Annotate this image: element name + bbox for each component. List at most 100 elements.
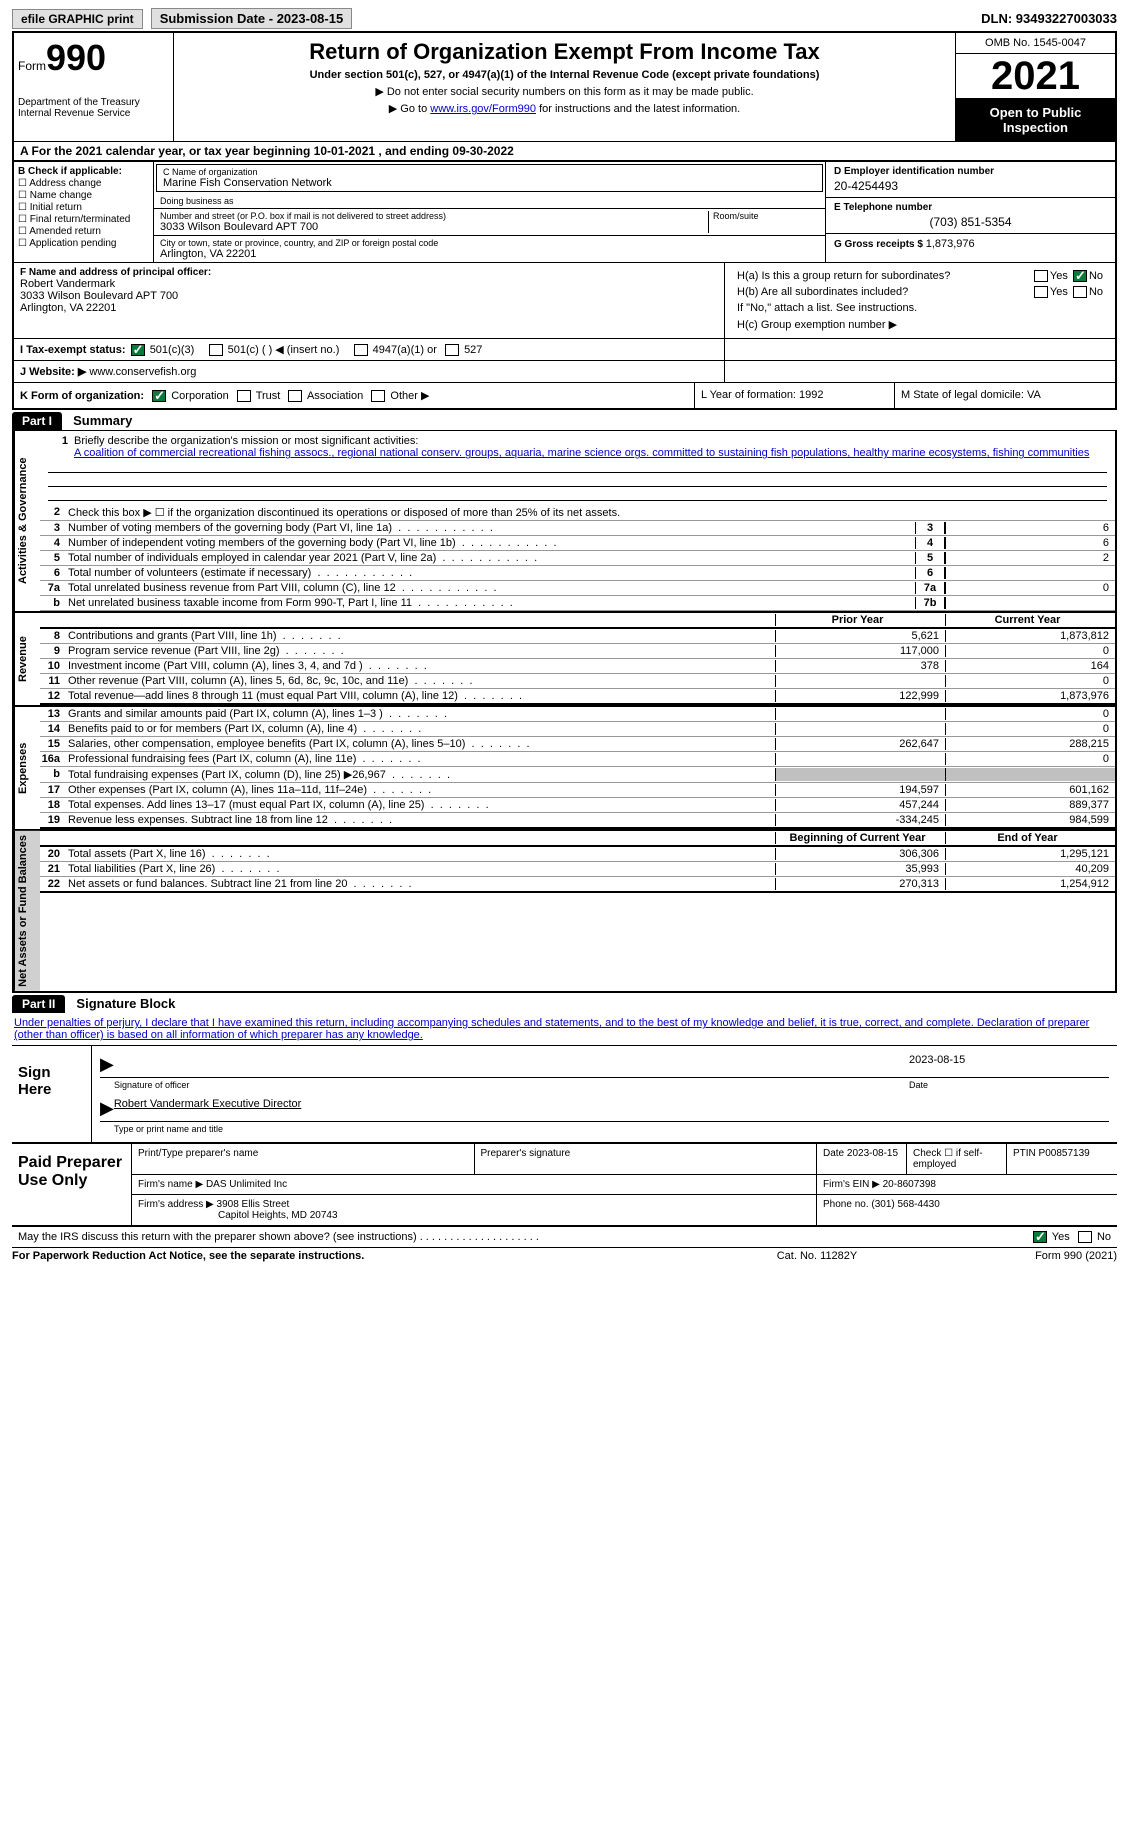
part2-title: Signature Block <box>76 996 175 1011</box>
h-b-label: H(b) Are all subordinates included? <box>733 285 1007 299</box>
open-inspection: Open to Public Inspection <box>956 99 1115 141</box>
addr-label: Number and street (or P.O. box if mail i… <box>160 211 704 221</box>
h-c-label: H(c) Group exemption number ▶ <box>733 317 1107 332</box>
arrow-icon: ▶ <box>100 1098 114 1119</box>
org-name: Marine Fish Conservation Network <box>163 177 816 189</box>
cb-501c[interactable] <box>209 344 223 356</box>
tel-label: E Telephone number <box>834 202 1107 213</box>
officer-addr2: Arlington, VA 22201 <box>20 302 718 314</box>
summary-line: 15Salaries, other compensation, employee… <box>40 737 1115 752</box>
discuss-no-cb[interactable] <box>1078 1231 1092 1243</box>
cb-association[interactable] <box>288 390 302 402</box>
period-pre: A For the 2021 calendar year, or tax yea… <box>20 144 314 158</box>
tab-net-assets: Net Assets or Fund Balances <box>14 831 40 991</box>
officer-addr1: 3033 Wilson Boulevard APT 700 <box>20 290 718 302</box>
summary-line: 14Benefits paid to or for members (Part … <box>40 722 1115 737</box>
summary-line: 10Investment income (Part VIII, column (… <box>40 659 1115 674</box>
submission-date-button[interactable]: Submission Date - 2023-08-15 <box>151 8 353 29</box>
summary-line: 5Total number of individuals employed in… <box>40 551 1115 566</box>
col-b-header: B Check if applicable: <box>18 166 149 177</box>
summary-line: 12Total revenue—add lines 8 through 11 (… <box>40 689 1115 705</box>
period-mid: , and ending <box>375 144 452 158</box>
cb-corporation[interactable] <box>152 390 166 402</box>
mission-text: A coalition of commercial recreational f… <box>74 447 1107 459</box>
part2-header: Part II <box>12 995 65 1013</box>
principal-officer: F Name and address of principal officer:… <box>14 263 725 338</box>
discuss-yes-cb[interactable] <box>1033 1231 1047 1243</box>
efile-button[interactable]: efile GRAPHIC print <box>12 9 143 29</box>
summary-line: 4Number of independent voting members of… <box>40 536 1115 551</box>
form-number: 990 <box>46 37 106 78</box>
gross-value: 1,873,976 <box>926 238 975 250</box>
addr-value: 3033 Wilson Boulevard APT 700 <box>160 221 704 233</box>
firm-name: DAS Unlimited Inc <box>206 1179 287 1190</box>
summary-line: 21Total liabilities (Part X, line 26) . … <box>40 862 1115 877</box>
dln-label: DLN: 93493227003033 <box>981 11 1117 26</box>
summary-line: 13Grants and similar amounts paid (Part … <box>40 707 1115 722</box>
arrow-icon: ▶ <box>100 1054 114 1075</box>
ha-yes-cb[interactable] <box>1034 270 1048 282</box>
cb-trust[interactable] <box>237 390 251 402</box>
cb-other[interactable] <box>371 390 385 402</box>
summary-line: 9Program service revenue (Part VIII, lin… <box>40 644 1115 659</box>
paid-preparer-label: Paid Preparer Use Only <box>12 1144 132 1225</box>
part1-title: Summary <box>73 413 132 428</box>
website-row: J Website: ▶ www.conservefish.org <box>14 361 725 382</box>
summary-line: bTotal fundraising expenses (Part IX, co… <box>40 767 1115 783</box>
summary-line: 8Contributions and grants (Part VIII, li… <box>40 629 1115 644</box>
tab-revenue: Revenue <box>14 613 40 705</box>
summary-line: 11Other revenue (Part VIII, column (A), … <box>40 674 1115 689</box>
cb-address-change[interactable]: ☐ Address change <box>18 178 149 189</box>
year-formation-label: L Year of formation: <box>701 389 799 401</box>
end-year-hdr: End of Year <box>945 832 1115 844</box>
cb-527[interactable] <box>445 344 459 356</box>
hb-no-cb[interactable] <box>1073 286 1087 298</box>
cb-initial-return[interactable]: ☐ Initial return <box>18 202 149 213</box>
form-subtitle: Under section 501(c), 527, or 4947(a)(1)… <box>182 69 947 81</box>
tax-exempt-row: I Tax-exempt status: 501(c)(3) 501(c) ( … <box>14 339 725 360</box>
ein-value: 20-4254493 <box>834 179 1107 193</box>
summary-line: bNet unrelated business taxable income f… <box>40 596 1115 611</box>
prep-name-hdr: Print/Type preparer's name <box>132 1144 475 1174</box>
cb-4947[interactable] <box>354 344 368 356</box>
cb-501c3[interactable] <box>131 344 145 356</box>
note2-pre: ▶ Go to <box>389 103 430 115</box>
firm-addr2: Capitol Heights, MD 20743 <box>218 1210 338 1221</box>
tab-expenses: Expenses <box>14 707 40 829</box>
website-label: J Website: ▶ <box>20 366 89 378</box>
exempt-label: I Tax-exempt status: <box>20 344 126 356</box>
cb-final-return[interactable]: ☐ Final return/terminated <box>18 214 149 225</box>
hb-yes-cb[interactable] <box>1034 286 1048 298</box>
summary-line: 6Total number of volunteers (estimate if… <box>40 566 1115 581</box>
cb-name-change[interactable]: ☐ Name change <box>18 190 149 201</box>
irs-link[interactable]: www.irs.gov/Form990 <box>430 103 536 115</box>
summary-line: 18Total expenses. Add lines 13–17 (must … <box>40 798 1115 813</box>
note-ssn: ▶ Do not enter social security numbers o… <box>182 85 947 98</box>
period-end: 09-30-2022 <box>452 144 513 158</box>
summary-line: 7aTotal unrelated business revenue from … <box>40 581 1115 596</box>
firm-name-label: Firm's name ▶ <box>138 1179 206 1190</box>
ha-no-cb[interactable] <box>1073 270 1087 282</box>
cb-application-pending[interactable]: ☐ Application pending <box>18 238 149 249</box>
group-return-section: H(a) Is this a group return for subordin… <box>725 263 1115 338</box>
begin-year-hdr: Beginning of Current Year <box>775 832 945 844</box>
line1-label: Briefly describe the organization's miss… <box>74 435 418 447</box>
city-value: Arlington, VA 22201 <box>160 248 819 260</box>
summary-line: 3Number of voting members of the governi… <box>40 521 1115 536</box>
prep-sig-hdr: Preparer's signature <box>475 1144 818 1174</box>
year-formation: 1992 <box>799 389 823 401</box>
dba-label: Doing business as <box>160 196 819 206</box>
sig-name: Robert Vandermark Executive Director <box>114 1098 1109 1119</box>
note-link: ▶ Go to www.irs.gov/Form990 for instruct… <box>182 102 947 115</box>
form-of-org-row: K Form of organization: Corporation Trus… <box>14 383 695 408</box>
cb-amended-return[interactable]: ☐ Amended return <box>18 226 149 237</box>
domicile: VA <box>1027 389 1041 401</box>
city-label: City or town, state or province, country… <box>160 238 819 248</box>
summary-line: 17Other expenses (Part IX, column (A), l… <box>40 783 1115 798</box>
prep-ptin-hdr: PTIN P00857139 <box>1007 1144 1117 1174</box>
room-label: Room/suite <box>713 211 819 221</box>
phone-label: Phone no. <box>823 1199 871 1210</box>
footer-cat: Cat. No. 11282Y <box>717 1250 917 1262</box>
prior-year-hdr: Prior Year <box>775 614 945 626</box>
line2: Check this box ▶ ☐ if the organization d… <box>66 506 1115 519</box>
